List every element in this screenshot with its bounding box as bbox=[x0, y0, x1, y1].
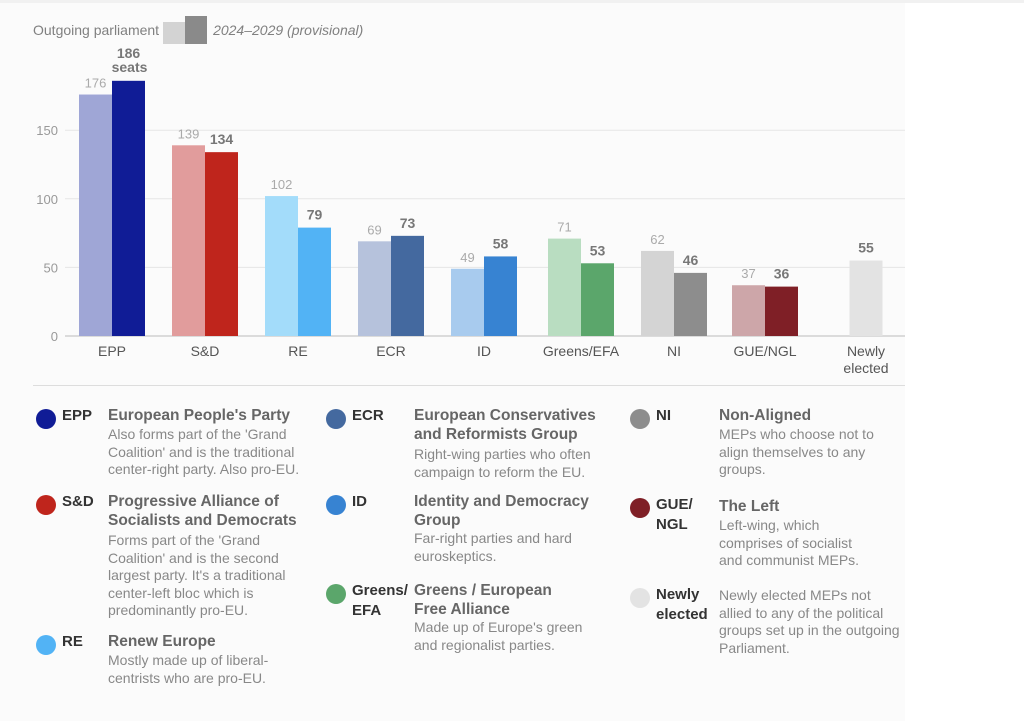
legend-name: European Conservatives and Reformists Gr… bbox=[414, 407, 596, 443]
value-label-new: 58 bbox=[493, 235, 509, 251]
legend-name: The Left bbox=[719, 498, 780, 515]
legend-abbr: ECR bbox=[352, 407, 384, 424]
value-label-new: 36 bbox=[774, 266, 790, 282]
value-label-outgoing: 176 bbox=[85, 76, 107, 91]
color-dot-icon bbox=[326, 409, 346, 429]
value-label-outgoing: 49 bbox=[460, 250, 474, 265]
bar-new-2 bbox=[298, 227, 331, 336]
series-swatches bbox=[163, 16, 209, 44]
y-tick-label: 0 bbox=[51, 329, 58, 344]
color-dot-icon bbox=[630, 588, 650, 608]
x-category-label: Newly bbox=[847, 343, 885, 359]
legend-abbr: Newly elected bbox=[656, 586, 708, 623]
x-category-label: ECR bbox=[376, 343, 406, 359]
legend-description: Forms part of the 'Grand Coalition' and … bbox=[108, 532, 286, 618]
legend-description: Mostly made up of liberal-centrists who … bbox=[108, 652, 269, 686]
legend-description: Made up of Europe's green and regionalis… bbox=[414, 619, 583, 653]
bar-new-3 bbox=[391, 235, 424, 336]
x-category-label: EPP bbox=[98, 343, 126, 359]
bar-new-7 bbox=[765, 286, 798, 336]
legend-abbr: GUE/ NGL bbox=[656, 496, 693, 533]
x-category-label: NI bbox=[667, 343, 681, 359]
value-label-new: 53 bbox=[590, 242, 606, 258]
bar-new-5 bbox=[581, 263, 614, 336]
bar-outgoing-2 bbox=[265, 196, 298, 336]
bar-outgoing-1 bbox=[172, 145, 205, 336]
color-dot-icon bbox=[36, 495, 56, 515]
value-label-new: 55 bbox=[858, 240, 874, 256]
legend-description: Newly elected MEPs not allied to any of … bbox=[719, 587, 900, 656]
chart-panel bbox=[0, 0, 905, 721]
legend-divider bbox=[33, 385, 905, 386]
legend-name: Greens / European Free Alliance bbox=[414, 582, 552, 618]
legend-name: European People's Party bbox=[108, 407, 290, 424]
legend-abbr: EPP bbox=[62, 407, 93, 424]
x-category-label: Greens/EFA bbox=[543, 343, 620, 359]
outgoing-swatch bbox=[163, 22, 186, 44]
legend-name: Identity and Democracy Group bbox=[414, 493, 589, 529]
outgoing-legend-label: Outgoing parliament bbox=[33, 22, 160, 38]
value-label-outgoing: 62 bbox=[650, 232, 664, 247]
y-tick-label: 150 bbox=[36, 123, 58, 138]
bar-outgoing-4 bbox=[451, 268, 484, 336]
top-divider bbox=[0, 0, 1024, 3]
bar-outgoing-7 bbox=[732, 285, 765, 336]
value-label-outgoing: 69 bbox=[367, 222, 381, 237]
legend-abbr: RE bbox=[62, 633, 83, 650]
legend-description: Also forms part of the 'Grand Coalition'… bbox=[108, 426, 300, 477]
legend-name: Renew Europe bbox=[108, 633, 216, 650]
legend-description: Left-wing, which comprises of socialist … bbox=[719, 517, 860, 568]
value-label-outgoing: 71 bbox=[557, 220, 571, 235]
legend-description: MEPs who choose not to align themselves … bbox=[719, 426, 874, 477]
x-category-label: GUE/NGL bbox=[733, 343, 796, 359]
value-label-new: 73 bbox=[400, 215, 416, 231]
value-label-outgoing: 37 bbox=[741, 266, 755, 281]
color-dot-icon bbox=[630, 409, 650, 429]
legend-abbr: S&D bbox=[62, 493, 94, 510]
legend-description: Right-wing parties who often campaign to… bbox=[414, 446, 591, 480]
color-dot-icon bbox=[36, 409, 56, 429]
legend-description: Far-right parties and hard euroskeptics. bbox=[414, 530, 572, 564]
bar-outgoing-5 bbox=[548, 238, 581, 336]
color-dot-icon bbox=[326, 584, 346, 604]
value-label-new: 186 bbox=[117, 45, 141, 61]
legend-abbr: ID bbox=[352, 493, 367, 510]
bar-new-0 bbox=[112, 80, 145, 336]
value-label-new: 134 bbox=[210, 131, 234, 147]
new-swatch bbox=[185, 16, 208, 44]
y-tick-label: 50 bbox=[44, 260, 58, 275]
value-unit-label: seats bbox=[112, 59, 148, 75]
value-label-outgoing: 102 bbox=[271, 177, 293, 192]
bar-new-6 bbox=[674, 272, 707, 336]
new-legend-label: 2024–2029 (provisional) bbox=[213, 22, 364, 38]
bar-outgoing-3 bbox=[358, 241, 391, 336]
color-dot-icon bbox=[36, 635, 56, 655]
bar-outgoing-0 bbox=[79, 94, 112, 336]
legend-name: Progressive Alliance of Socialists and D… bbox=[108, 493, 297, 529]
x-category-label: S&D bbox=[191, 343, 220, 359]
y-tick-label: 100 bbox=[36, 192, 58, 207]
x-category-label: ID bbox=[477, 343, 491, 359]
value-label-new: 46 bbox=[683, 252, 699, 268]
color-dot-icon bbox=[630, 498, 650, 518]
x-category-label: elected bbox=[843, 360, 888, 376]
bar-new-8 bbox=[849, 260, 883, 336]
value-label-outgoing: 139 bbox=[178, 126, 200, 141]
legend-abbr: NI bbox=[656, 407, 671, 424]
bar-outgoing-6 bbox=[641, 250, 674, 336]
legend-name: Non-Aligned bbox=[719, 407, 812, 424]
series-legend: Outgoing parliament 2024–2029 (provision… bbox=[33, 16, 363, 44]
x-category-label: RE bbox=[288, 343, 307, 359]
bar-new-1 bbox=[205, 152, 238, 336]
legend-abbr: Greens/ EFA bbox=[352, 582, 408, 619]
value-label-new: 79 bbox=[307, 207, 323, 223]
bar-new-4 bbox=[484, 256, 517, 336]
color-dot-icon bbox=[326, 495, 346, 515]
